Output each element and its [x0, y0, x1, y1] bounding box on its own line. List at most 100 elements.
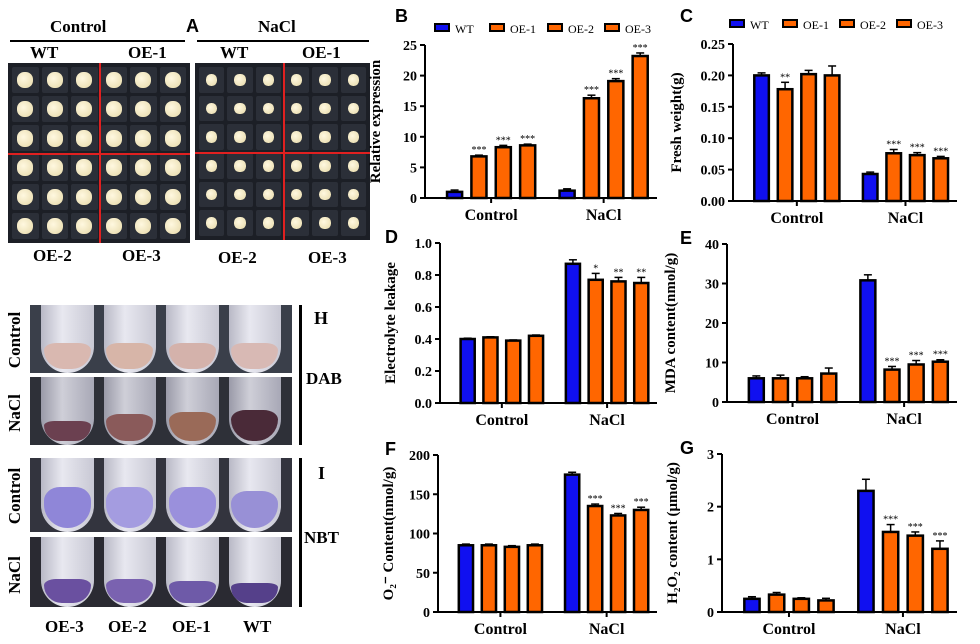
- bar-oe-3-nacl: [631, 54, 649, 200]
- callus: [46, 188, 63, 205]
- callus: [76, 159, 93, 176]
- callus: [290, 131, 303, 143]
- grid-cell: [284, 67, 310, 93]
- y-tick-label: 30: [705, 278, 719, 293]
- panel-a-control-title: Control: [50, 17, 107, 36]
- grid-cell: [340, 152, 366, 179]
- callus-photo-nacl: [195, 63, 370, 240]
- grid-cell: [255, 210, 281, 236]
- legend-swatch-oe-3: [604, 23, 620, 32]
- bar-oe-2-nacl: [906, 534, 925, 614]
- panel-letter-h: H: [314, 308, 329, 328]
- grid-cell: [284, 95, 310, 122]
- legend-swatch-oe-1: [782, 19, 798, 28]
- grid-cell: [312, 152, 338, 179]
- y-axis-label: Electrolyte leakage: [383, 262, 399, 384]
- y-tick-label: 0: [712, 396, 719, 411]
- callus: [135, 101, 152, 118]
- grid-cell: [227, 95, 253, 122]
- x-tick-label: NaCl: [589, 621, 625, 638]
- grid-cell: [71, 154, 98, 181]
- grid-cell: [41, 96, 68, 123]
- y-tick-label: 0: [423, 606, 430, 621]
- y-tick-label: 0.0: [415, 397, 433, 412]
- bar-wt-nacl: [558, 189, 576, 200]
- grid-cell: [100, 67, 127, 94]
- grid-cell: [255, 95, 281, 122]
- callus: [46, 101, 63, 118]
- bar-oe-1-control: [482, 336, 499, 405]
- legend-swatch-wt: [434, 23, 450, 32]
- grid-cell: [255, 152, 281, 179]
- grid-cell: [41, 154, 68, 181]
- grid-cell: [227, 67, 253, 93]
- callus: [262, 102, 275, 115]
- grid-cell: [227, 181, 253, 208]
- chart-b: B 0 5 10 15 20 25 Relative expression Control ***…: [368, 6, 657, 224]
- grid-cell: [100, 96, 127, 123]
- legend-label: WT: [455, 22, 474, 36]
- y-tick-label: 15: [403, 100, 417, 115]
- callus: [135, 188, 152, 205]
- bar-oe-3-control: [817, 599, 835, 614]
- y-tick-label: 0.20: [701, 69, 726, 84]
- significance-label: ***: [608, 69, 623, 80]
- callus: [205, 217, 218, 229]
- grid-cell: [130, 183, 157, 210]
- label-wt-nacl: WT: [220, 43, 249, 62]
- bar-wt-nacl: [861, 172, 879, 203]
- bar-oe-2-control: [795, 377, 814, 404]
- callus: [17, 217, 34, 234]
- y-tick-label: 0.6: [415, 301, 433, 316]
- significance-label: ***: [885, 356, 900, 367]
- callus: [205, 74, 218, 86]
- callus: [76, 71, 93, 89]
- red-divider-horizontal: [195, 151, 370, 154]
- bar-oe-1-control: [776, 87, 794, 203]
- panel-letter-a: A: [186, 16, 199, 36]
- grid-cell: [12, 125, 39, 152]
- y-tick-label: 0.2: [415, 365, 433, 380]
- bar-oe-2-nacl: [610, 280, 627, 405]
- y-tick-label: 1: [707, 553, 714, 568]
- grid-cell: [284, 152, 310, 179]
- callus: [347, 74, 360, 86]
- callus: [135, 71, 152, 89]
- bar-wt-control: [457, 544, 475, 614]
- bar-oe-3-control: [526, 544, 544, 614]
- x-tick-label: NaCl: [885, 621, 921, 638]
- callus: [290, 188, 303, 201]
- bracket-i: [299, 458, 302, 607]
- significance-label: ***: [933, 350, 948, 361]
- bar-oe-1-nacl: [885, 152, 903, 203]
- significance-label: **: [780, 72, 790, 83]
- bar-oe-3-control: [823, 74, 841, 203]
- y-tick-label: 40: [705, 238, 719, 253]
- legend-label: WT: [750, 18, 769, 32]
- x-tick-label: NaCl: [886, 411, 922, 428]
- legend-swatch-oe-3: [896, 19, 912, 28]
- grid-cell: [199, 124, 225, 150]
- callus: [234, 74, 246, 86]
- callus: [262, 131, 275, 143]
- callus: [164, 159, 181, 176]
- bar-oe-2-nacl: [607, 79, 625, 200]
- grid-cell: [71, 96, 98, 123]
- grid-cell: [340, 95, 366, 122]
- bar-oe-2-control: [800, 72, 818, 203]
- significance-label: **: [636, 267, 646, 278]
- legend-label: OE-1: [510, 22, 536, 36]
- callus: [135, 217, 152, 234]
- grid-cell: [284, 124, 310, 150]
- bar-oe-1-nacl: [587, 278, 605, 405]
- grid-cell: [130, 212, 157, 239]
- grid-cell: [71, 67, 98, 94]
- y-axis-label: Relative expression: [368, 59, 384, 183]
- grid-cell: [340, 124, 366, 150]
- grid-cell: [312, 181, 338, 208]
- callus: [164, 217, 181, 234]
- y-axis-label: H₂O₂ content (μmol/g): [665, 462, 681, 604]
- y-tick-label: 50: [416, 567, 430, 582]
- bar-oe-3-control: [527, 334, 545, 405]
